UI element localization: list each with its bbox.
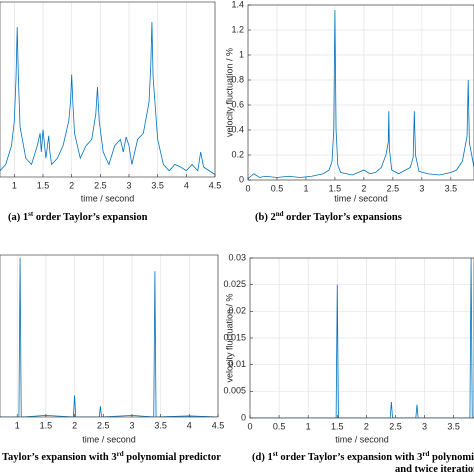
x-tick-label: 4 xyxy=(184,180,189,190)
x-tick-label: 2.5 xyxy=(94,180,107,190)
caption: and twice iteration xyxy=(395,464,474,474)
caption-superscript: st xyxy=(273,450,279,458)
x-tick-label: 3 xyxy=(129,420,134,430)
x-tick-label: 2 xyxy=(361,183,366,193)
x-tick-label: 3.5 xyxy=(151,180,164,190)
caption-superscript: st xyxy=(28,210,34,218)
x-tick-label: 2.5 xyxy=(387,183,400,193)
x-tick-label: 2 xyxy=(72,420,77,430)
caption: (b) 2nd order Taylor’s expansions xyxy=(255,210,402,224)
caption: Taylor’s expansion with 3rd polynomial p… xyxy=(2,450,221,464)
x-axis-label: time / second xyxy=(335,434,389,444)
y-axis-label: velocity fluctuation / % xyxy=(224,48,234,137)
x-tick-label: 4.5 xyxy=(209,180,222,190)
caption-superscript: rd xyxy=(422,450,429,458)
caption: (d) 1st order Taylor’s expansion with 3r… xyxy=(252,450,474,464)
x-tick-label: 3.5 xyxy=(154,420,167,430)
x-tick-label: 0 xyxy=(245,183,250,193)
caption-text: order Taylor’s expansions xyxy=(284,212,402,223)
y-tick-label: 0.005 xyxy=(223,386,246,396)
x-tick-label: 0.5 xyxy=(273,421,286,431)
caption-text: polynomial predictor xyxy=(429,452,474,463)
x-tick-label: 1 xyxy=(303,183,308,193)
data-line xyxy=(0,257,218,417)
x-tick-label: 3.5 xyxy=(447,421,460,431)
x-tick-label: 1 xyxy=(306,421,311,431)
x-tick-label: 2 xyxy=(364,421,369,431)
y-axis-label: velocity fluctuation / % xyxy=(224,293,234,382)
x-tick-label: 3 xyxy=(419,183,424,193)
y-tick-label: 0.03 xyxy=(228,252,246,262)
data-line xyxy=(248,9,474,180)
x-tick-label: 0 xyxy=(247,421,252,431)
x-axis-label: time / second xyxy=(82,434,136,444)
y-tick-label: 0.025 xyxy=(223,279,246,289)
caption-text: and twice iteration xyxy=(395,464,474,474)
x-tick-label: 1.5 xyxy=(40,420,53,430)
y-tick-label: 0.01 xyxy=(228,359,246,369)
x-tick-label: 1.5 xyxy=(331,421,344,431)
y-tick-label: 1 xyxy=(239,49,244,59)
caption-text: (a) 1 xyxy=(8,212,28,223)
x-axis-label: time / second xyxy=(81,193,135,203)
axes-box xyxy=(0,254,219,418)
y-tick-label: 0.4 xyxy=(231,124,244,134)
y-tick-label: 0.015 xyxy=(223,332,246,342)
plot-area xyxy=(0,2,215,177)
caption: (a) 1st order Taylor’s expansion xyxy=(8,210,148,224)
caption-text: polynomial predictor xyxy=(124,452,222,463)
data-line xyxy=(250,258,474,418)
x-tick-label: 3 xyxy=(422,421,427,431)
y-tick-label: 0.02 xyxy=(228,306,246,316)
caption-text: order Taylor’s expansion xyxy=(33,212,147,223)
y-tick-label: 0.8 xyxy=(231,74,244,84)
x-tick-label: 1.5 xyxy=(329,183,342,193)
caption-text: (d) 1 xyxy=(252,452,273,463)
x-tick-label: 4.5 xyxy=(212,420,225,430)
plot-area xyxy=(248,5,474,180)
x-tick-label: 1 xyxy=(15,420,20,430)
x-tick-label: 2 xyxy=(69,180,74,190)
y-tick-label: 0.2 xyxy=(231,149,244,159)
caption-superscript: nd xyxy=(276,210,284,218)
axes-box xyxy=(0,1,216,178)
x-tick-label: 1 xyxy=(12,180,17,190)
caption-superscript: rd xyxy=(117,450,124,458)
x-tick-label: 2.5 xyxy=(97,420,110,430)
x-tick-label: 0.5 xyxy=(271,183,284,193)
y-tick-label: 0 xyxy=(239,174,244,184)
caption-text: Taylor’s expansion with 3 xyxy=(2,452,117,463)
plot-area xyxy=(0,255,218,417)
x-tick-label: 4 xyxy=(187,420,192,430)
y-tick-label: 0 xyxy=(241,412,246,422)
y-tick-label: 1.4 xyxy=(231,0,244,9)
x-tick-label: 3 xyxy=(126,180,131,190)
y-tick-label: 0.6 xyxy=(231,99,244,109)
y-tick-label: 1.2 xyxy=(231,24,244,34)
x-tick-label: 2.5 xyxy=(389,421,402,431)
data-line xyxy=(0,21,215,175)
axes-box xyxy=(247,4,474,181)
caption-text: (b) 2 xyxy=(255,212,276,223)
x-tick-label: 1.5 xyxy=(37,180,50,190)
x-axis-label: time / second xyxy=(334,193,388,203)
axes-box xyxy=(249,257,474,419)
x-tick-label: 3.5 xyxy=(445,183,458,193)
caption-text: order Taylor’s expansion with 3 xyxy=(278,452,423,463)
